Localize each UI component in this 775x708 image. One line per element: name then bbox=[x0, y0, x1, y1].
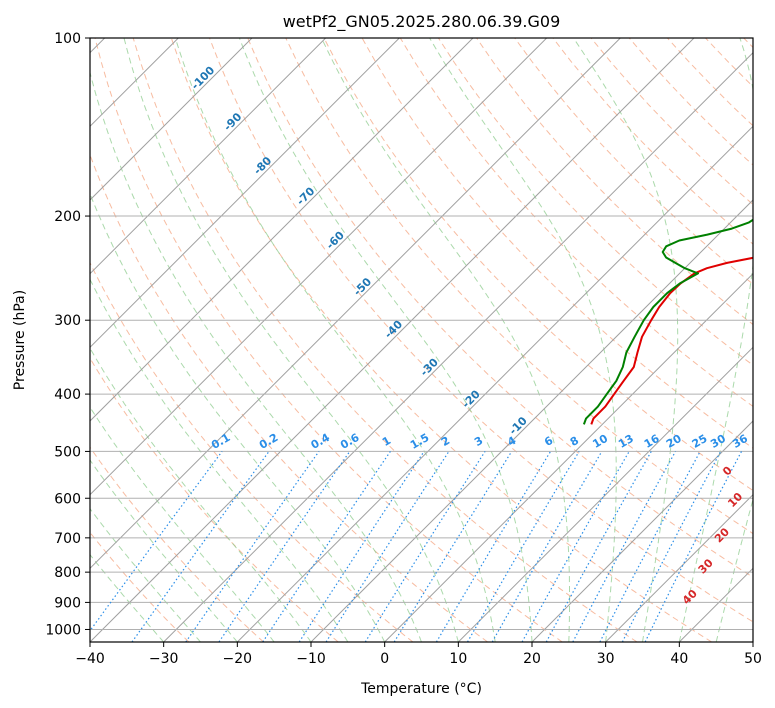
moist-adiabat-line bbox=[238, 38, 533, 642]
x-tick-label: 10 bbox=[449, 651, 467, 667]
dry-adiabat-line bbox=[247, 38, 753, 578]
dry-adiabat-line bbox=[90, 357, 339, 642]
dewpoint-profile-line bbox=[582, 218, 753, 425]
moist-adiabat-line bbox=[90, 70, 422, 642]
isotherm-line bbox=[90, 38, 400, 349]
x-tick-label: 30 bbox=[597, 651, 615, 667]
y-axis-label: Pressure (hPa) bbox=[12, 290, 28, 390]
x-tick-label: 40 bbox=[670, 651, 688, 667]
moist-adiabat-line bbox=[429, 38, 617, 642]
mixing-ratio-line bbox=[393, 451, 513, 642]
dry-adiabat-line bbox=[170, 38, 712, 642]
moist-adiabat-line bbox=[90, 459, 238, 642]
mixing-ratio-line bbox=[644, 451, 743, 642]
moist-adiabat-line bbox=[90, 192, 386, 642]
mixing-ratio-line bbox=[185, 451, 320, 642]
mixing-ratio-line bbox=[218, 451, 351, 642]
mixing-ratio-line bbox=[521, 451, 630, 642]
y-tick-label: 400 bbox=[54, 387, 81, 403]
moist-adiabat-line bbox=[90, 406, 275, 642]
isotherm-line bbox=[90, 38, 474, 422]
background-grid bbox=[90, 38, 753, 642]
dry-adiabat-line bbox=[132, 38, 638, 642]
isotherm-line bbox=[605, 493, 753, 642]
mixing-ratio-line bbox=[298, 451, 425, 642]
y-tick-label: 700 bbox=[54, 531, 81, 547]
y-tick-label: 800 bbox=[54, 565, 81, 581]
dry-adiabat-line bbox=[90, 446, 264, 642]
dry-adiabat-line bbox=[90, 261, 414, 642]
dry-adiabat-line bbox=[285, 38, 753, 535]
profile-lines bbox=[582, 218, 753, 425]
moist-adiabat-line bbox=[678, 38, 753, 642]
moist-adiabat-line bbox=[174, 38, 496, 642]
moist-adiabat-line bbox=[90, 553, 165, 642]
axes: −40 −30 −20 −10 0 10 20 30 40 50 100 200 300 400 500 60… bbox=[45, 31, 762, 667]
isotherm-line bbox=[236, 125, 753, 642]
mixing-ratio-line bbox=[325, 451, 450, 642]
plot-frame bbox=[89, 37, 754, 643]
x-tick-label: 20 bbox=[523, 651, 541, 667]
mixing-ratio-line bbox=[621, 451, 722, 642]
y-tick-label: 300 bbox=[54, 313, 81, 329]
mixing-ratio-line bbox=[90, 451, 223, 632]
isotherm-line bbox=[90, 38, 253, 201]
dry-adiabat-line bbox=[94, 38, 563, 642]
isotherm-line bbox=[90, 38, 327, 275]
isotherm-line bbox=[90, 38, 548, 496]
x-tick-label: −30 bbox=[149, 651, 179, 667]
isotherm-line bbox=[457, 346, 753, 642]
dry-adiabat-line bbox=[514, 38, 753, 285]
x-tick-label: −20 bbox=[223, 651, 253, 667]
chart-title: wetPf2_GN05.2025.280.06.39.G09 bbox=[283, 12, 561, 32]
y-tick-label: 200 bbox=[54, 209, 81, 225]
temperature-profile-line bbox=[590, 256, 753, 425]
dry-adiabat-line bbox=[476, 38, 753, 326]
moist-adiabat-line bbox=[90, 507, 201, 642]
dry-adiabat-line bbox=[209, 38, 753, 623]
isotherm-line bbox=[531, 420, 753, 642]
moist-adiabat-line bbox=[715, 497, 753, 642]
x-tick-label: 0 bbox=[380, 651, 389, 667]
isotherm-line bbox=[384, 272, 753, 642]
y-tick-label: 100 bbox=[54, 31, 81, 47]
x-tick-label: 50 bbox=[744, 651, 762, 667]
mixing-ratio-line bbox=[572, 451, 677, 642]
y-tick-label: 900 bbox=[54, 595, 81, 611]
x-tick-label: −10 bbox=[296, 651, 326, 667]
isotherm-line bbox=[310, 199, 753, 642]
isotherm-line bbox=[163, 51, 753, 642]
y-tick-label: 500 bbox=[54, 444, 81, 460]
isotherm-line bbox=[90, 38, 621, 570]
isotherm-line bbox=[90, 38, 695, 642]
mixing-ratio-line bbox=[545, 451, 652, 642]
x-tick-label: −40 bbox=[75, 651, 105, 667]
dry-adiabat-line bbox=[323, 38, 753, 492]
moist-adiabat-line bbox=[90, 278, 349, 642]
moist-adiabat-line bbox=[573, 38, 679, 642]
y-tick-label: 1000 bbox=[45, 622, 81, 638]
y-tick-label: 600 bbox=[54, 491, 81, 507]
moist-adiabat-line bbox=[123, 38, 459, 642]
mixing-ratio-line bbox=[262, 451, 391, 642]
x-axis-label: Temperature (°C) bbox=[360, 681, 482, 697]
mixing-ratio-line bbox=[131, 451, 270, 642]
moist-adiabat-line bbox=[321, 38, 571, 642]
